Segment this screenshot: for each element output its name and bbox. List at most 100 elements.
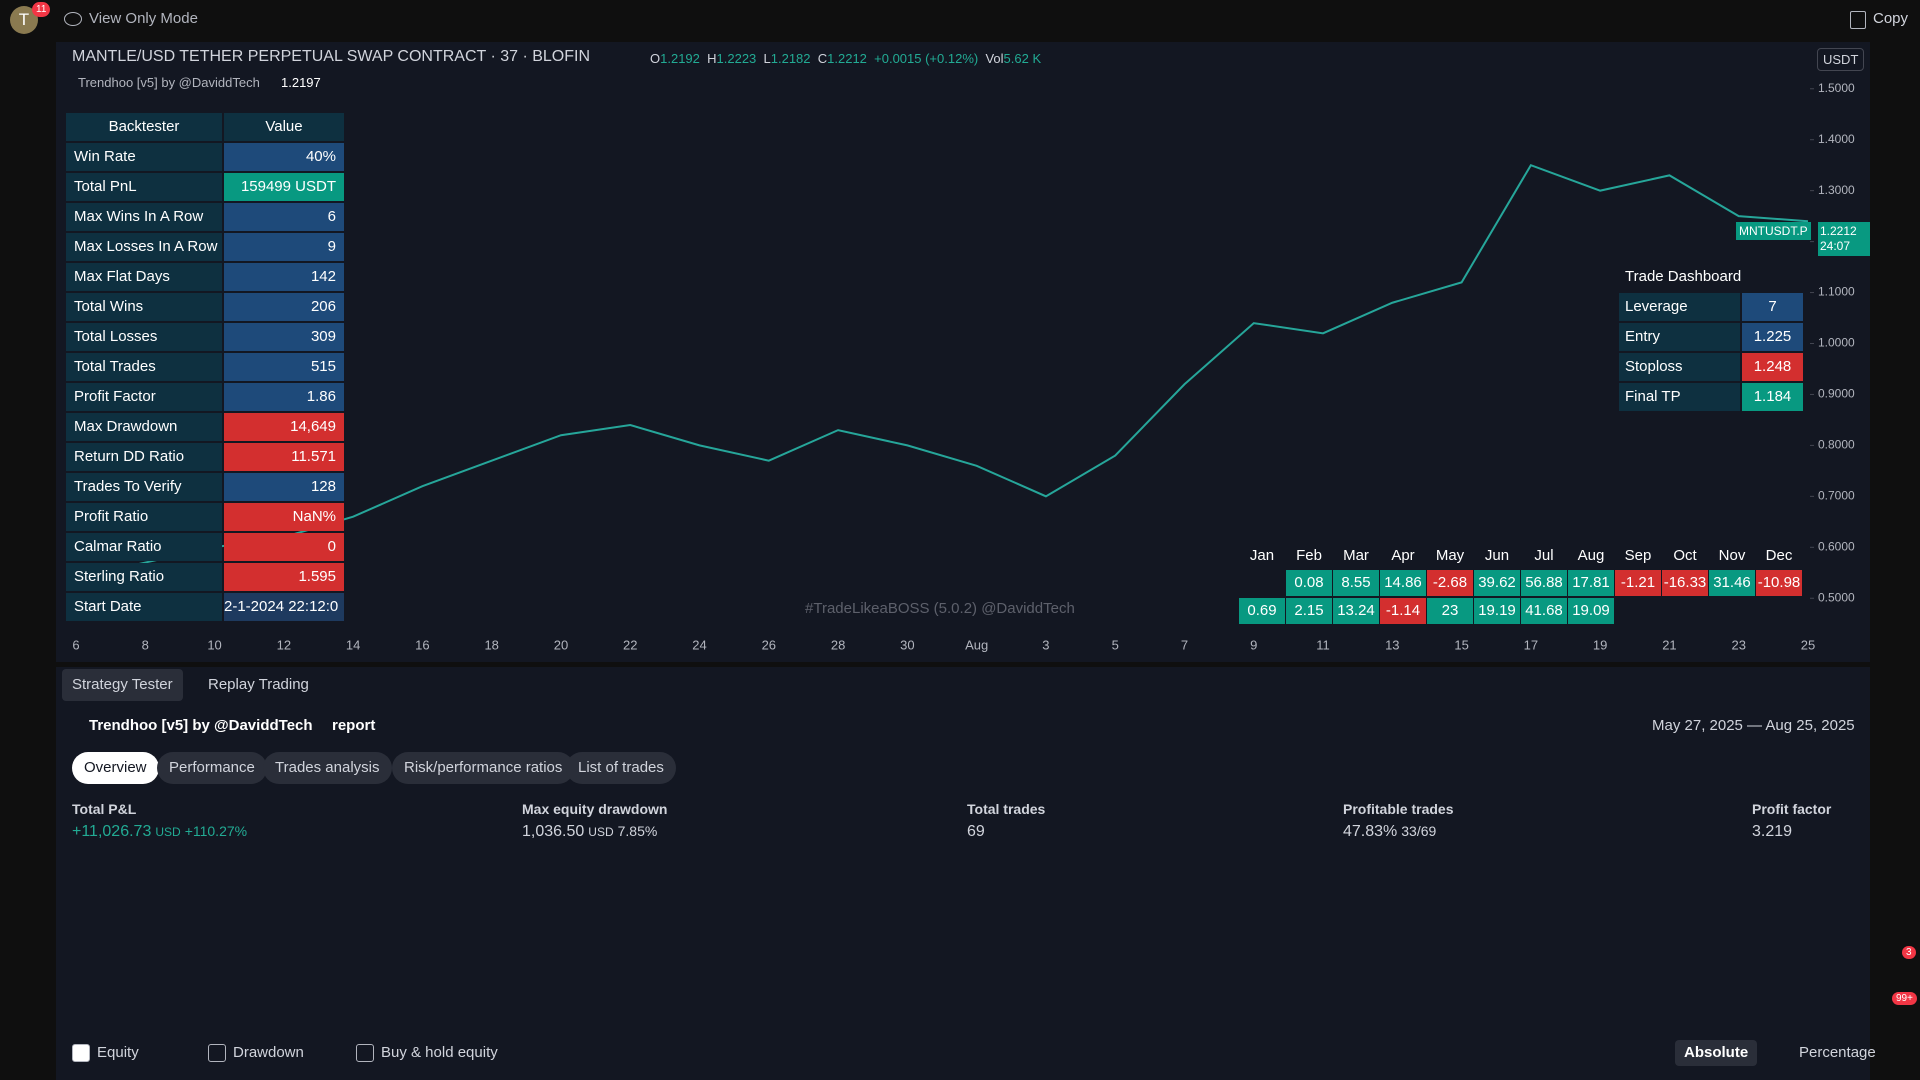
row-label: Start Date bbox=[66, 593, 222, 621]
month-return: 31.46 bbox=[1709, 570, 1755, 596]
sub-tab[interactable]: Overview bbox=[72, 752, 159, 784]
metric-extra: 33/69 bbox=[1401, 823, 1437, 839]
month-return: 13.24 bbox=[1333, 598, 1379, 624]
currency-select[interactable]: USDT bbox=[1817, 48, 1865, 71]
ohlc-label: L bbox=[763, 51, 771, 66]
mode-button[interactable]: Percentage bbox=[1799, 1044, 1876, 1061]
metric-value-row: 47.83% 33/69 bbox=[1343, 823, 1436, 841]
strategy-panel bbox=[56, 667, 1870, 1080]
month-return: 41.68 bbox=[1521, 598, 1567, 624]
last-price-value: 1.2212 bbox=[1820, 224, 1857, 238]
dashboard-label: Entry bbox=[1619, 323, 1740, 351]
report-link[interactable]: report bbox=[332, 717, 376, 734]
month-header: Jun bbox=[1474, 543, 1520, 569]
copy-button[interactable]: Copy bbox=[1873, 10, 1909, 27]
x-tick-label: Aug bbox=[965, 637, 988, 652]
dashboard-value: 1.225 bbox=[1742, 323, 1803, 351]
x-tick-label: 30 bbox=[900, 637, 914, 652]
dashboard-label: Leverage bbox=[1619, 293, 1740, 321]
month-return: 14.86 bbox=[1380, 570, 1426, 596]
month-return: -1.21 bbox=[1615, 570, 1661, 596]
x-tick-label: 26 bbox=[762, 637, 776, 652]
x-tick-label: 17 bbox=[1524, 637, 1538, 652]
row-label: Max Flat Days bbox=[66, 263, 222, 291]
month-return: 23 bbox=[1427, 598, 1473, 624]
x-tick-label: 21 bbox=[1662, 637, 1676, 652]
row-label: Total Losses bbox=[66, 323, 222, 351]
row-value: 309 bbox=[224, 323, 344, 351]
row-label: Win Rate bbox=[66, 143, 222, 171]
row-label: Max Drawdown bbox=[66, 413, 222, 441]
sub-tab[interactable]: List of trades bbox=[566, 752, 676, 784]
x-tick-label: 23 bbox=[1731, 637, 1745, 652]
month-return: 19.09 bbox=[1568, 598, 1614, 624]
chart-pane bbox=[56, 42, 1870, 662]
checkbox[interactable] bbox=[208, 1044, 226, 1062]
row-value: 14,649 bbox=[224, 413, 344, 441]
row-label: Max Wins In A Row bbox=[66, 203, 222, 231]
dashboard-title: Trade Dashboard bbox=[1619, 263, 1809, 291]
month-header: May bbox=[1427, 543, 1473, 569]
row-value: NaN% bbox=[224, 503, 344, 531]
month-header: Feb bbox=[1286, 543, 1332, 569]
toggle-label[interactable]: Drawdown bbox=[233, 1044, 304, 1061]
checkbox[interactable] bbox=[72, 1044, 90, 1062]
row-value: 1.86 bbox=[224, 383, 344, 411]
row-value: 1.595 bbox=[224, 563, 344, 591]
x-tick-label: 28 bbox=[831, 637, 845, 652]
row-value: 6 bbox=[224, 203, 344, 231]
x-tick-label: 25 bbox=[1801, 637, 1815, 652]
month-return: 8.55 bbox=[1333, 570, 1379, 596]
row-label: Calmar Ratio bbox=[66, 533, 222, 561]
notifications-badge: 99+ bbox=[1892, 992, 1917, 1005]
symbol-title: MANTLE/USD TETHER PERPETUAL SWAP CONTRAC… bbox=[72, 48, 591, 65]
price-line bbox=[75, 163, 1809, 579]
sub-tab[interactable]: Trades analysis bbox=[263, 752, 392, 784]
month-return: -1.14 bbox=[1380, 598, 1426, 624]
x-tick-label: 15 bbox=[1454, 637, 1468, 652]
month-header: Oct bbox=[1662, 543, 1708, 569]
row-value: 11.571 bbox=[224, 443, 344, 471]
month-return: 39.62 bbox=[1474, 570, 1520, 596]
row-value: 142 bbox=[224, 263, 344, 291]
x-tick-label: 5 bbox=[1112, 637, 1119, 652]
x-tick-label: 24 bbox=[692, 637, 706, 652]
right-toolbar bbox=[1874, 42, 1920, 1080]
last-price: 1.2212 24:07 bbox=[1818, 222, 1870, 256]
report-title: Trendhoo [v5] by @DaviddTech bbox=[89, 717, 313, 734]
row-label: Total PnL bbox=[66, 173, 222, 201]
sub-tab[interactable]: Performance bbox=[157, 752, 267, 784]
metric-value: 69 bbox=[967, 823, 985, 840]
row-value: 2-1-2024 22:12:0 bbox=[224, 593, 344, 621]
panel-tab[interactable]: Replay Trading bbox=[208, 676, 309, 693]
metric-label: Max equity drawdown bbox=[522, 801, 668, 817]
checkbox[interactable] bbox=[356, 1044, 374, 1062]
avatar-badge: 11 bbox=[32, 2, 51, 17]
row-label: Sterling Ratio bbox=[66, 563, 222, 591]
ohlc: O1.2192 H1.2223 L1.2182 C1.2212 +0.0015 … bbox=[650, 51, 1041, 66]
countdown: 24:07 bbox=[1820, 239, 1851, 253]
month-header: Sep bbox=[1615, 543, 1661, 569]
ohlc-label: H bbox=[707, 51, 717, 66]
ohlc-change: +0.0015 (+0.12%) bbox=[874, 51, 979, 66]
month-return: 17.81 bbox=[1568, 570, 1614, 596]
toggle-label[interactable]: Equity bbox=[97, 1044, 139, 1061]
date-range[interactable]: May 27, 2025 — Aug 25, 2025 bbox=[1652, 717, 1855, 734]
dashboard-value: 7 bbox=[1742, 293, 1803, 321]
month-return bbox=[1615, 598, 1661, 624]
x-tick-label: 8 bbox=[142, 637, 149, 652]
sub-tab[interactable]: Risk/performance ratios bbox=[392, 752, 575, 784]
metric-value: +11,026.73 bbox=[72, 823, 152, 840]
row-label: Total Trades bbox=[66, 353, 222, 381]
toggle-label[interactable]: Buy & hold equity bbox=[381, 1044, 498, 1061]
x-tick-label: 7 bbox=[1181, 637, 1188, 652]
panel-tab[interactable]: Strategy Tester bbox=[62, 669, 183, 701]
metric-value: 47.83% bbox=[1343, 823, 1398, 840]
mode-button[interactable]: Absolute bbox=[1675, 1040, 1758, 1066]
row-value: 9 bbox=[224, 233, 344, 261]
row-label: Total Wins bbox=[66, 293, 222, 321]
indicator-value: 1.2197 bbox=[281, 75, 321, 90]
table-header: Value bbox=[224, 113, 344, 141]
ticker-label: MNTUSDT.P bbox=[1736, 222, 1811, 240]
y-tick-label: 0.8000 bbox=[1818, 438, 1855, 452]
